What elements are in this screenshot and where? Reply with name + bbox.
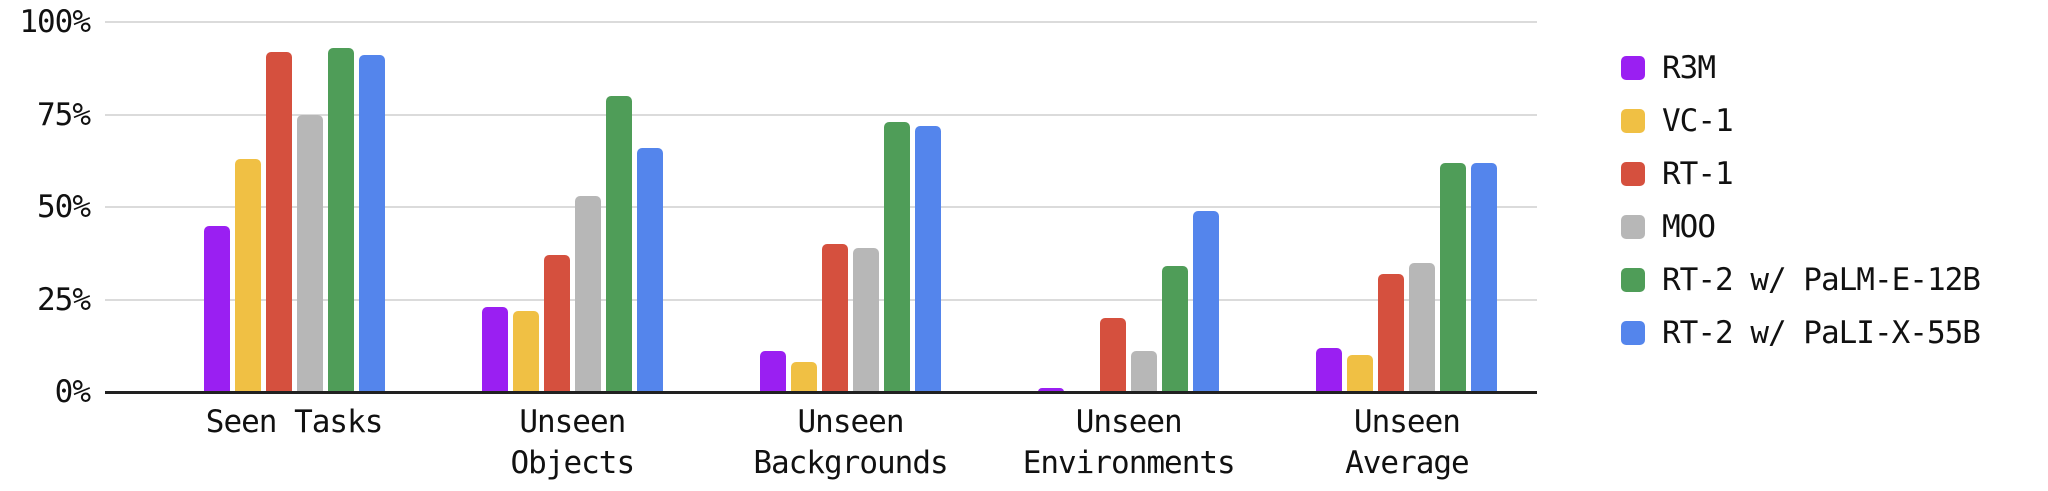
gridline xyxy=(105,21,1537,23)
plot-area xyxy=(155,22,1546,392)
legend-label: RT-2 w/ PaLI-X-55B xyxy=(1662,314,1981,351)
x-axis-category-label: Unseen Backgrounds xyxy=(753,404,948,481)
bar-rt-1-seen-tasks xyxy=(265,51,292,392)
bar-rt-2-w-pali-x-55b-seen-tasks xyxy=(358,55,385,392)
bar-r3m-unseen-backgrounds xyxy=(760,351,786,392)
legend-label: VC-1 xyxy=(1662,102,1734,139)
legend-swatch-moo xyxy=(1621,214,1645,239)
bar-group-seen-tasks xyxy=(155,22,433,392)
legend: R3M VC-1 RT-1 MOO RT-2 w/ PaLM-E-12B RT-2 w/ … xyxy=(1621,41,1981,359)
x-axis-category-label: Unseen Objects xyxy=(510,404,635,481)
legend-item-vc-1: VC-1 xyxy=(1621,94,1980,147)
y-axis-tick-label: 0% xyxy=(54,374,91,410)
bar-rt-2-w-palm-e-12b-unseen-average xyxy=(1440,162,1467,392)
bar-vc-1-unseen-backgrounds xyxy=(791,362,817,392)
legend-item-rt-2-w-palm-e-12b: RT-2 w/ PaLM-E-12B xyxy=(1621,253,1981,306)
x-axis: Seen Tasks Unseen Objects Unseen Backgroun… xyxy=(155,402,1546,484)
legend-label: R3M xyxy=(1662,49,1716,86)
legend-label: RT-1 xyxy=(1662,155,1734,192)
bar-rt-2-w-pali-x-55b-unseen-average xyxy=(1471,162,1498,392)
legend-swatch-rt-2-w-palm-e-12b xyxy=(1621,267,1645,292)
bar-vc-1-unseen-average xyxy=(1347,355,1374,392)
y-axis-tick-label: 75% xyxy=(37,96,91,133)
bar-moo-unseen-objects xyxy=(574,195,601,392)
bar-moo-unseen-average xyxy=(1409,262,1436,392)
x-axis-category-label: Seen Tasks xyxy=(205,404,384,440)
bar-rt-2-w-palm-e-12b-seen-tasks xyxy=(327,47,354,392)
bar-rt-2-w-pali-x-55b-unseen-backgrounds xyxy=(915,125,941,392)
bar-r3m-unseen-objects xyxy=(481,306,508,392)
bar-rt-2-w-pali-x-55b-unseen-environments xyxy=(1193,210,1220,392)
legend-item-rt-1: RT-1 xyxy=(1621,147,1980,200)
y-axis-tick-label: 25% xyxy=(37,281,91,318)
gridline xyxy=(105,113,1537,116)
legend-swatch-vc-1 xyxy=(1621,108,1645,133)
legend-item-r3m: R3M xyxy=(1621,41,1980,94)
y-axis-tick-label: 50% xyxy=(37,189,91,225)
bar-moo-unseen-backgrounds xyxy=(853,247,879,392)
legend-label: MOO xyxy=(1662,208,1716,245)
bar-group-unseen-objects xyxy=(433,22,711,392)
x-axis-line xyxy=(105,391,1537,394)
bar-group-unseen-average xyxy=(1268,22,1546,392)
bar-rt-1-unseen-average xyxy=(1378,273,1405,392)
bar-rt-2-w-palm-e-12b-unseen-environments xyxy=(1162,266,1189,392)
bar-group-unseen-environments xyxy=(990,22,1268,392)
legend-swatch-rt-2-w-pali-x-55b xyxy=(1621,320,1645,345)
bar-moo-unseen-environments xyxy=(1131,351,1158,392)
bar-vc-1-seen-tasks xyxy=(234,158,261,392)
x-axis-category-label: Unseen Average xyxy=(1345,404,1470,481)
bar-r3m-unseen-average xyxy=(1316,347,1343,392)
bar-rt-1-unseen-backgrounds xyxy=(822,244,848,392)
bar-vc-1-unseen-objects xyxy=(512,310,539,392)
x-axis-category-label: Unseen Environments xyxy=(1022,404,1236,481)
legend-item-moo: MOO xyxy=(1621,200,1980,253)
y-axis-tick-label: 100% xyxy=(19,4,91,40)
bar-r3m-seen-tasks xyxy=(203,225,230,392)
legend-swatch-rt-1 xyxy=(1621,161,1645,186)
legend-item-rt-2-w-pali-x-55b: RT-2 w/ PaLI-X-55B xyxy=(1621,306,1981,359)
bar-rt-2-w-pali-x-55b-unseen-objects xyxy=(636,147,663,392)
bar-rt-2-w-palm-e-12b-unseen-objects xyxy=(605,96,632,392)
legend-label: RT-2 w/ PaLM-E-12B xyxy=(1662,261,1981,298)
legend-swatch-r3m xyxy=(1621,55,1645,80)
bar-moo-seen-tasks xyxy=(296,114,323,392)
bar-rt-1-unseen-environments xyxy=(1100,318,1127,392)
gridline xyxy=(105,206,1537,208)
bar-rt-1-unseen-objects xyxy=(543,255,570,392)
bar-r3m-unseen-environments xyxy=(1038,388,1065,392)
gridline xyxy=(105,298,1537,301)
bar-rt-2-w-palm-e-12b-unseen-backgrounds xyxy=(884,121,910,392)
bar-group-unseen-backgrounds xyxy=(711,22,989,392)
